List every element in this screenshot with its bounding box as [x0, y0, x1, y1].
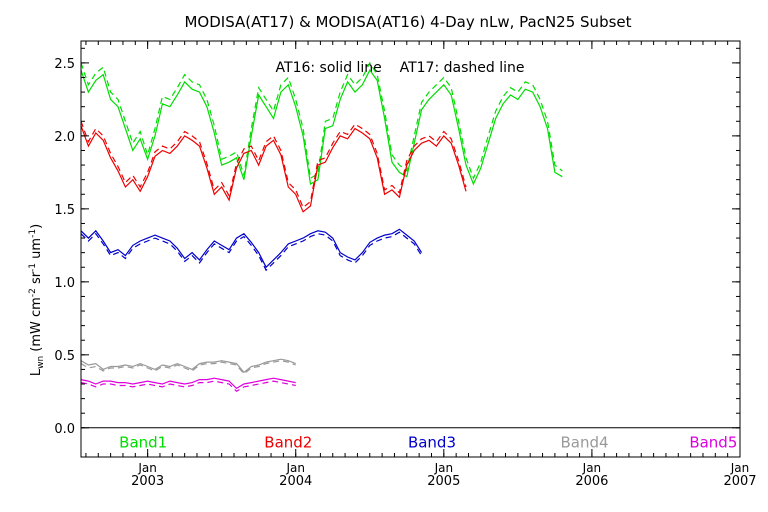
x-tick-year-label: 2004 — [279, 474, 312, 489]
x-tick-month-label: Jan — [434, 461, 454, 475]
y-axis-label: Lwn (mW cm-2 sr-1 um-1) — [28, 224, 46, 376]
series-line-band2-at16 — [80, 125, 467, 213]
x-tick-month-label: Jan — [582, 461, 602, 475]
plot-frame — [80, 40, 741, 458]
y-tick-label: 0.0 — [54, 422, 75, 437]
series-line-band4-at17 — [80, 360, 296, 375]
legend-layer: Band1 Band2 Band3 Band4 Band5 — [119, 433, 737, 451]
legend-label-band2: Band2 — [264, 433, 312, 451]
y-axis-label-close: ) — [29, 224, 44, 229]
chart-title: MODISA(AT17) & MODISA(AT16) 4-Day nLw, P… — [184, 13, 631, 31]
x-tick-year-label: 2006 — [575, 474, 608, 489]
y-tick-label: 0.5 — [54, 349, 75, 364]
chart-annotation: AT16: solid line AT17: dashed line — [276, 60, 525, 76]
legend-label-band3: Band3 — [408, 433, 456, 451]
x-tick-month-label: Jan — [137, 461, 157, 475]
series-line-band1-at16 — [80, 69, 563, 186]
series-line-band3-at17 — [80, 231, 423, 272]
series-line-band2-at17 — [80, 121, 467, 209]
series-layer — [80, 61, 563, 393]
axes-layer: 0.00.51.01.52.02.5Jan2003Jan2004Jan2005J… — [54, 40, 757, 489]
series-line-band3-at16 — [80, 228, 423, 269]
y-tick-label: 2.5 — [54, 57, 75, 72]
legend-label-band5: Band5 — [689, 433, 737, 451]
series-line-band5-at16 — [80, 377, 296, 390]
series-line-band1-at17 — [80, 61, 563, 180]
y-axis-label-mid: sr — [29, 271, 44, 288]
y-axis-label-sub: wn — [36, 356, 46, 369]
y-axis-label-sup2: -1 — [28, 263, 38, 272]
y-tick-label: 1.5 — [54, 203, 75, 218]
y-axis-label-sup1: -2 — [28, 288, 38, 297]
x-tick-month-label: Jan — [285, 461, 305, 475]
x-tick-year-label: 2003 — [131, 474, 164, 489]
x-tick-year-label: 2005 — [427, 474, 460, 489]
legend-label-band1: Band1 — [119, 433, 167, 451]
y-tick-label: 1.0 — [54, 276, 75, 291]
y-axis-label-um: um — [29, 238, 44, 263]
series-line-band4-at16 — [80, 358, 296, 374]
y-axis-label-l: L — [29, 368, 44, 376]
y-axis-label-rest: (mW cm — [29, 297, 44, 356]
y-axis-label-sup3: -1 — [28, 229, 38, 238]
series-line-band5-at17 — [80, 380, 296, 393]
legend-label-band4: Band4 — [560, 433, 608, 451]
x-tick-year-label: 2007 — [723, 474, 756, 489]
x-tick-month-label: Jan — [730, 461, 750, 475]
y-tick-label: 2.0 — [54, 130, 75, 145]
